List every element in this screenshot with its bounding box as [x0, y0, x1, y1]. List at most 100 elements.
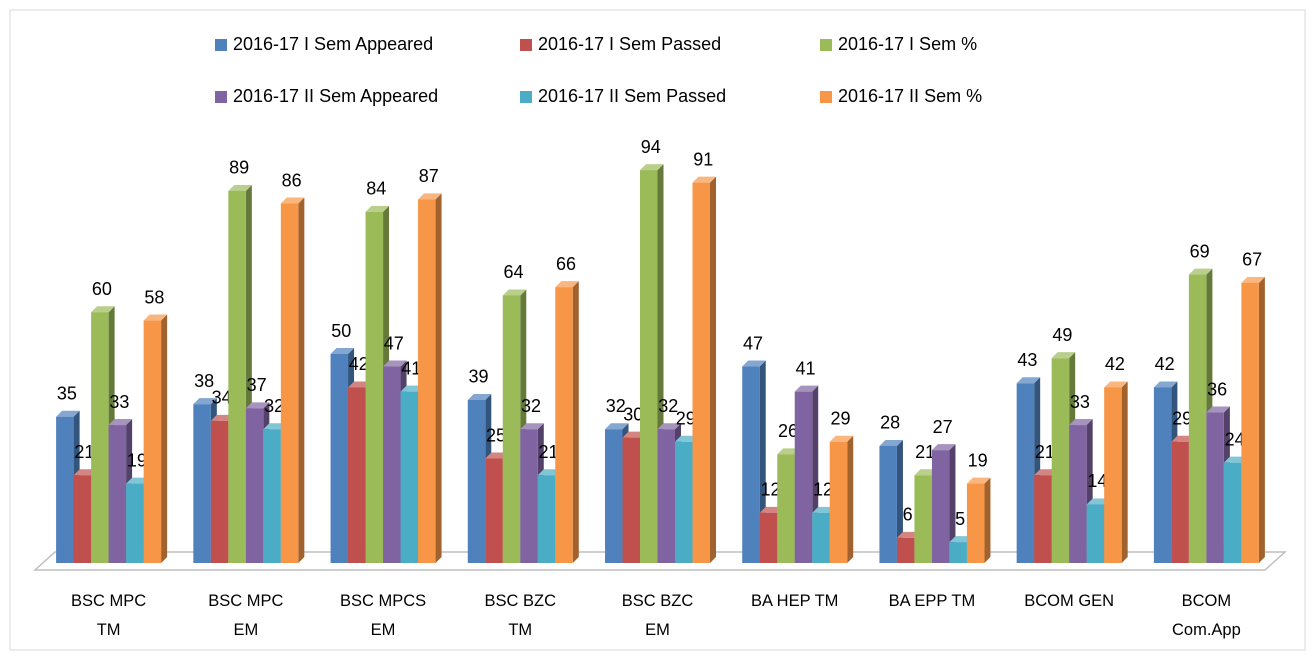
data-label: 29	[1172, 409, 1192, 429]
bar-top	[418, 193, 442, 200]
x-tick-label: BCOM GEN	[1024, 592, 1115, 610]
data-label: 58	[144, 287, 164, 307]
legend-label: 2016-17 II Sem %	[838, 86, 982, 106]
bar-front	[640, 170, 658, 563]
bar-side	[435, 193, 442, 563]
data-label: 89	[229, 158, 249, 178]
data-label: 14	[1087, 471, 1107, 491]
bar-front	[914, 475, 932, 563]
bar-side	[949, 444, 956, 563]
bar-top	[1069, 419, 1093, 426]
data-label: 86	[282, 170, 302, 190]
legend-label: 2016-17 II Sem Appeared	[233, 86, 438, 106]
data-label: 84	[366, 179, 386, 199]
bar-front	[1069, 425, 1087, 563]
data-label: 41	[401, 358, 421, 378]
bar	[966, 477, 991, 563]
data-label: 36	[1207, 379, 1227, 399]
bar-front	[1104, 387, 1122, 563]
bar-front	[520, 429, 538, 563]
bar-front	[56, 416, 74, 563]
bar-front	[931, 450, 950, 563]
bar-front	[1241, 282, 1259, 563]
bar-front	[1223, 462, 1242, 563]
bar-front	[555, 287, 573, 563]
data-label: 64	[504, 262, 524, 282]
data-label: 26	[778, 421, 798, 441]
data-label: 39	[469, 367, 489, 387]
bar-front	[485, 458, 503, 563]
data-label: 34	[212, 388, 232, 408]
data-label: 69	[1190, 241, 1210, 261]
data-label: 38	[194, 371, 214, 391]
bar-top	[108, 419, 133, 426]
bar-front	[1206, 412, 1224, 563]
bar-front	[73, 475, 92, 563]
data-label: 91	[693, 149, 713, 169]
data-label: 27	[933, 417, 953, 437]
bar-front	[622, 437, 640, 563]
bar-top	[365, 205, 390, 212]
bar-front	[759, 512, 778, 563]
bar-top	[931, 444, 956, 451]
x-tick-label: BSC MPC EM	[208, 592, 284, 639]
bar-top	[280, 197, 305, 204]
data-label: 21	[539, 442, 559, 462]
bar-front	[330, 354, 349, 563]
bar-top	[692, 176, 716, 183]
bar-side	[896, 439, 903, 563]
bar-top	[794, 385, 819, 392]
bar-top	[605, 423, 629, 430]
bar-front	[91, 312, 109, 563]
legend-label: 2016-17 I Sem Passed	[538, 34, 721, 54]
bar-front	[502, 295, 521, 563]
bar	[143, 314, 168, 563]
bar	[1104, 381, 1128, 563]
bar-front	[692, 182, 710, 563]
data-label: 33	[1070, 392, 1090, 412]
bar-side	[1258, 276, 1265, 563]
bar-front	[949, 542, 967, 563]
bar-top	[56, 410, 80, 417]
bar-side	[161, 314, 168, 563]
bar-front	[126, 483, 144, 563]
bar-top	[228, 184, 252, 191]
data-label: 32	[658, 396, 678, 416]
data-label: 5	[955, 509, 965, 529]
bar-top	[193, 398, 217, 405]
data-label: 42	[1155, 354, 1175, 374]
legend-swatch	[820, 91, 832, 103]
bar-front	[605, 429, 623, 563]
bar-front	[1086, 504, 1105, 563]
x-tick-label: BSC MPC TM	[71, 592, 147, 639]
data-label: 47	[743, 333, 763, 353]
bar-front	[365, 211, 384, 563]
bar-front	[794, 391, 813, 563]
bar-front	[210, 420, 229, 563]
data-label: 19	[127, 450, 147, 470]
bar-front	[1016, 383, 1035, 563]
legend-swatch	[520, 91, 532, 103]
legend-label: 2016-17 II Sem Passed	[538, 86, 726, 106]
data-label: 28	[880, 413, 900, 433]
bar-top	[91, 306, 115, 313]
bar-front	[245, 408, 264, 563]
legend-label: 2016-17 I Sem %	[838, 34, 977, 54]
bar-front	[896, 537, 915, 563]
bar	[1241, 276, 1265, 563]
x-tick-label: BSC BZC EM	[621, 592, 694, 639]
bar-front	[418, 199, 436, 563]
bar-top	[1051, 352, 1076, 359]
data-label: 32	[264, 396, 284, 416]
bar-front	[812, 512, 830, 563]
data-label: 30	[623, 404, 643, 424]
legend-label: 2016-17 I Sem Appeared	[233, 34, 433, 54]
bar	[829, 435, 854, 563]
data-label: 21	[1035, 442, 1055, 462]
data-label: 50	[331, 321, 351, 341]
data-label: 41	[795, 358, 815, 378]
data-label: 12	[813, 480, 833, 500]
bar-front	[400, 391, 419, 563]
bar-top	[1153, 381, 1178, 388]
